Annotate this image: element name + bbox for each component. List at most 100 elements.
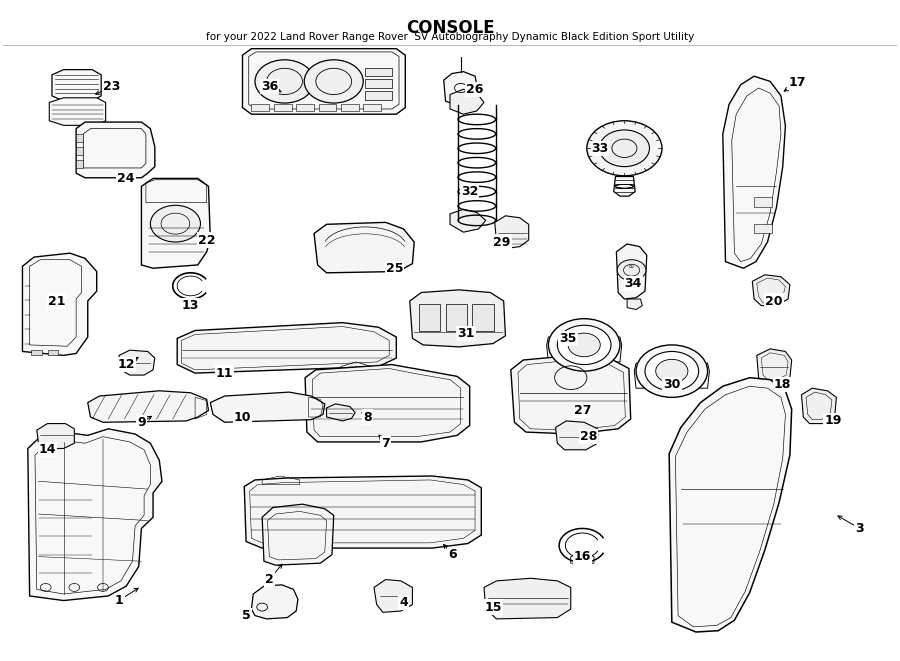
Text: 27: 27 [573,404,591,417]
Polygon shape [262,504,334,565]
Text: 1: 1 [114,594,123,607]
FancyBboxPatch shape [76,134,84,141]
Polygon shape [410,290,506,347]
FancyBboxPatch shape [32,350,42,356]
Text: 15: 15 [484,601,501,613]
Polygon shape [555,421,598,449]
Polygon shape [627,299,643,309]
Text: 21: 21 [48,295,65,307]
Text: 28: 28 [580,430,598,443]
Polygon shape [669,377,792,632]
Polygon shape [242,49,405,114]
FancyBboxPatch shape [76,147,84,155]
FancyBboxPatch shape [341,104,359,111]
Text: 12: 12 [118,358,135,371]
Polygon shape [87,391,209,422]
Text: 33: 33 [591,142,609,155]
Polygon shape [752,275,790,305]
Text: 2: 2 [265,573,274,586]
Circle shape [255,59,314,103]
Polygon shape [119,350,155,375]
Text: 5: 5 [242,609,250,622]
FancyBboxPatch shape [472,304,494,330]
FancyBboxPatch shape [251,104,269,111]
Polygon shape [314,222,414,273]
Polygon shape [37,424,75,448]
Text: 14: 14 [39,444,56,456]
Text: 22: 22 [198,233,215,247]
Text: 19: 19 [824,414,842,428]
Polygon shape [50,98,105,126]
FancyBboxPatch shape [48,350,58,356]
FancyBboxPatch shape [296,104,314,111]
Text: 4: 4 [399,596,408,609]
FancyBboxPatch shape [754,198,772,208]
Polygon shape [177,323,396,373]
Text: 13: 13 [182,299,199,312]
Text: CONSOLE: CONSOLE [406,19,494,37]
Text: 26: 26 [466,83,483,96]
Polygon shape [28,429,162,601]
Polygon shape [450,89,484,114]
Text: 8: 8 [364,410,372,424]
Polygon shape [723,76,786,268]
Text: 24: 24 [118,172,135,185]
Circle shape [656,360,688,383]
Polygon shape [495,215,528,249]
FancyBboxPatch shape [274,104,292,111]
Polygon shape [511,356,631,434]
Polygon shape [614,176,635,196]
Circle shape [645,352,698,391]
Text: 23: 23 [104,80,121,93]
Polygon shape [757,349,792,384]
FancyBboxPatch shape [446,304,467,330]
Polygon shape [52,69,101,101]
Text: 30: 30 [663,377,680,391]
Text: 32: 32 [461,185,479,198]
Polygon shape [305,365,470,442]
Polygon shape [251,585,298,619]
FancyBboxPatch shape [364,104,381,111]
Text: 16: 16 [573,550,591,563]
Circle shape [150,206,201,242]
Text: 25: 25 [386,262,403,275]
Polygon shape [374,580,412,612]
FancyBboxPatch shape [76,160,84,168]
FancyBboxPatch shape [319,104,337,111]
Text: 36: 36 [261,80,278,93]
Text: 9: 9 [137,416,146,429]
Text: 29: 29 [493,235,510,249]
Text: cu: cu [629,264,634,269]
Polygon shape [141,178,211,268]
Circle shape [636,345,707,397]
Polygon shape [450,210,486,232]
Text: 35: 35 [560,332,577,345]
Polygon shape [802,388,836,424]
Circle shape [548,319,620,371]
Circle shape [617,260,646,281]
Text: 34: 34 [625,277,642,290]
Polygon shape [444,71,479,104]
FancyBboxPatch shape [418,304,440,330]
FancyBboxPatch shape [365,79,392,88]
Text: 17: 17 [788,76,806,89]
Text: 3: 3 [855,522,864,535]
FancyBboxPatch shape [365,91,392,100]
Polygon shape [22,253,96,356]
Circle shape [599,130,650,167]
Polygon shape [484,578,571,619]
Polygon shape [211,392,325,422]
Circle shape [568,333,600,357]
Text: 6: 6 [448,548,457,561]
Text: 10: 10 [234,410,251,424]
Polygon shape [616,244,647,299]
Text: 20: 20 [765,295,782,307]
Circle shape [557,325,611,365]
Polygon shape [327,404,356,421]
Text: 31: 31 [457,327,475,340]
Polygon shape [244,476,482,548]
FancyBboxPatch shape [754,223,772,233]
Text: 18: 18 [774,377,791,391]
FancyBboxPatch shape [365,67,392,76]
Text: 11: 11 [216,367,233,379]
